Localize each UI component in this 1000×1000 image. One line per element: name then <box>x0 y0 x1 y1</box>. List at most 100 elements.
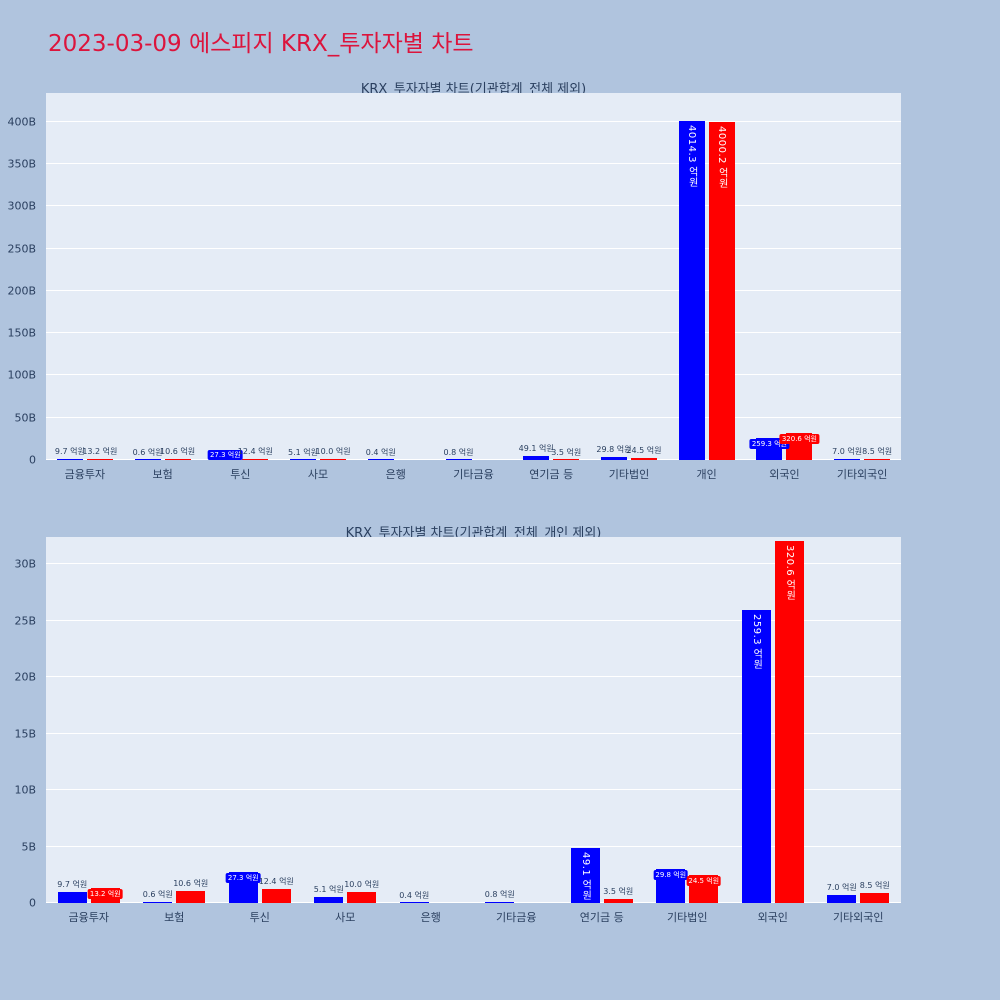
bar-blue-연기금 등 <box>523 455 550 460</box>
bar-label: 29.8 억원 <box>596 445 632 455</box>
gridline <box>46 845 901 847</box>
gridline <box>46 289 901 291</box>
x-tick-label: 외국인 <box>769 468 800 481</box>
x-tick-label: 기타금융 <box>496 911 537 924</box>
gridline <box>46 619 901 621</box>
y-tick-label: 250B <box>7 242 36 256</box>
y-tick-label: 25B <box>14 614 36 628</box>
y-tick-label: 0 <box>29 896 36 910</box>
bar-label: 9.7 억원 <box>54 447 85 457</box>
y-tick-label: 0 <box>29 453 36 467</box>
bar-label: 13.2 억원 <box>82 446 118 456</box>
bar-blue-개인 <box>678 120 705 460</box>
bar-red-보험 <box>176 891 206 903</box>
bar-label: 10.0 억원 <box>315 447 351 457</box>
bar-label: 4000.2 억원 <box>716 125 728 189</box>
bar-red-기타외국인 <box>860 893 890 903</box>
y-tick-label: 10B <box>14 783 36 797</box>
chart-top-y-axis: 0 50B 100B 150B 200B 250B 300B 350B 400B <box>0 93 42 466</box>
chart-bottom-x-axis: 금융투자 보험 투신 사모 은행 기타금융 연기금 등 기타법인 외국인 기타외국인 <box>46 907 901 925</box>
bar-red-연기금 등 <box>553 459 580 460</box>
y-tick-label: 50B <box>14 411 36 425</box>
bar-blue-은행 <box>367 459 394 460</box>
bar-label: 0.8 억원 <box>484 890 515 900</box>
bar-label: 49.1 억원 <box>579 851 591 901</box>
gridline <box>46 563 901 565</box>
bar-label: 5.1 억원 <box>288 447 319 457</box>
bar-blue-금융투자 <box>57 892 87 903</box>
y-tick-label: 20B <box>14 670 36 684</box>
bar-label: 10.6 억원 <box>160 447 196 457</box>
x-tick-label: 개인 <box>696 468 717 481</box>
bar-label: 259.3 억원 <box>750 614 762 670</box>
gridline <box>46 247 901 249</box>
y-tick-label: 5B <box>21 840 36 854</box>
y-tick-label: 200B <box>7 284 36 298</box>
bar-label: 13.2 억원 <box>87 889 123 900</box>
bar-label: 10.0 억원 <box>344 879 380 889</box>
bar-label: 24.5 억원 <box>626 445 662 455</box>
x-tick-label: 투신 <box>249 911 270 924</box>
bar-label: 8.5 억원 <box>862 447 893 457</box>
x-tick-label: 기타외국인 <box>836 468 888 481</box>
x-tick-label: 금융투자 <box>68 911 109 924</box>
bar-blue-기타외국인 <box>827 895 857 903</box>
bar-red-연기금 등 <box>603 899 633 903</box>
chart-top-x-axis: 금융투자 보험 투신 사모 은행 기타금융 연기금 등 기타법인 개인 외국인 기타외국인 <box>46 464 901 482</box>
bar-blue-기타법인 <box>600 457 627 460</box>
y-tick-label: 300B <box>7 199 36 213</box>
x-tick-label: 기타법인 <box>667 911 708 924</box>
x-tick-label: 사모 <box>307 468 329 481</box>
bar-blue-연기금 등 <box>570 847 600 903</box>
bar-label: 0.6 억원 <box>132 447 163 457</box>
bar-label: 27.3 억원 <box>225 873 261 884</box>
bar-label: 49.1 억원 <box>518 443 554 453</box>
x-tick-label: 보험 <box>152 468 173 481</box>
bar-red-개인 <box>708 121 735 460</box>
bar-blue-금융투자 <box>56 459 83 460</box>
bar-label: 5.1 억원 <box>313 885 344 895</box>
y-tick-label: 100B <box>7 368 36 382</box>
bar-blue-은행 <box>399 902 429 903</box>
gridline <box>46 459 901 460</box>
gridline <box>46 416 901 418</box>
bar-red-외국인 <box>774 540 804 903</box>
y-tick-label: 150B <box>7 326 36 340</box>
x-tick-label: 외국인 <box>757 911 788 924</box>
x-tick-label: 기타법인 <box>608 468 650 481</box>
bar-label: 12.4 억원 <box>258 877 294 886</box>
bar-red-보험 <box>164 459 191 460</box>
bar-label: 8.5 억원 <box>859 881 890 891</box>
chart-bottom-y-axis: 0 5B 10B 15B 20B 25B 30B <box>0 537 42 910</box>
gridline <box>46 332 901 334</box>
bar-label: 320.6 억원 <box>779 433 819 444</box>
bar-label: 3.5 억원 <box>603 887 634 897</box>
chart-top-plot-area: 9.7 억원 13.2 억원 0.6 억원 10.6 억원 27.3 억원 12.4 억원… <box>46 93 901 460</box>
bar-blue-기타금융 <box>485 902 515 903</box>
bar-blue-사모 <box>314 897 344 903</box>
bar-label: 10.6 억원 <box>173 879 209 889</box>
x-tick-label: 사모 <box>335 911 356 924</box>
bar-label: 27.3 억원 <box>207 449 243 460</box>
x-tick-label: 은행 <box>420 911 441 924</box>
bar-blue-기타금융 <box>445 459 472 460</box>
x-tick-label: 연기금 등 <box>579 911 624 924</box>
gridline <box>46 732 901 734</box>
x-tick-label: 기타외국인 <box>832 911 884 924</box>
gridline <box>46 789 901 791</box>
bar-label: 259.3 억원 <box>749 439 789 450</box>
bar-label: 0.6 억원 <box>142 890 173 900</box>
bar-label: 29.8 억원 <box>653 870 689 881</box>
bar-label: 320.6 억원 <box>783 544 795 601</box>
bar-label: 24.5 억원 <box>686 876 722 887</box>
bar-red-금융투자 <box>86 458 113 460</box>
gridline <box>46 120 901 122</box>
x-tick-label: 보험 <box>164 911 185 924</box>
bar-label: 0.8 억원 <box>443 447 474 457</box>
y-tick-label: 15B <box>14 727 36 741</box>
chart-bottom-plot-area: 9.7 억원 13.2 억원 0.6 억원 10.6 억원 27.3 억원 12.4 억원… <box>46 537 901 903</box>
bar-label: 9.7 억원 <box>57 880 88 890</box>
bar-red-투신 <box>242 458 269 460</box>
x-tick-label: 금융투자 <box>64 468 106 481</box>
bar-label: 7.0 억원 <box>826 883 857 893</box>
